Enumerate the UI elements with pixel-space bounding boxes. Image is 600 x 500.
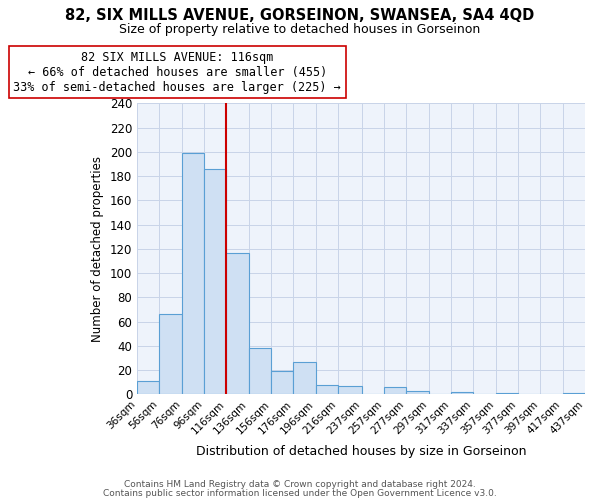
- Text: Contains public sector information licensed under the Open Government Licence v3: Contains public sector information licen…: [103, 488, 497, 498]
- Bar: [204, 169, 226, 394]
- Text: Contains HM Land Registry data © Crown copyright and database right 2024.: Contains HM Land Registry data © Crown c…: [124, 480, 476, 489]
- Bar: [496, 393, 518, 394]
- X-axis label: Distribution of detached houses by size in Gorseinon: Distribution of detached houses by size …: [196, 444, 526, 458]
- Bar: [293, 362, 316, 394]
- Bar: [563, 393, 585, 394]
- Bar: [182, 153, 204, 394]
- Bar: [316, 384, 338, 394]
- Bar: [271, 372, 293, 394]
- Text: 82 SIX MILLS AVENUE: 116sqm
← 66% of detached houses are smaller (455)
33% of se: 82 SIX MILLS AVENUE: 116sqm ← 66% of det…: [13, 50, 341, 94]
- Bar: [406, 391, 428, 394]
- Bar: [384, 387, 406, 394]
- Bar: [338, 386, 362, 394]
- Bar: [160, 314, 182, 394]
- Bar: [249, 348, 271, 395]
- Text: Size of property relative to detached houses in Gorseinon: Size of property relative to detached ho…: [119, 22, 481, 36]
- Y-axis label: Number of detached properties: Number of detached properties: [91, 156, 104, 342]
- Text: 82, SIX MILLS AVENUE, GORSEINON, SWANSEA, SA4 4QD: 82, SIX MILLS AVENUE, GORSEINON, SWANSEA…: [65, 8, 535, 22]
- Bar: [226, 252, 249, 394]
- Bar: [451, 392, 473, 394]
- Bar: [137, 381, 160, 394]
